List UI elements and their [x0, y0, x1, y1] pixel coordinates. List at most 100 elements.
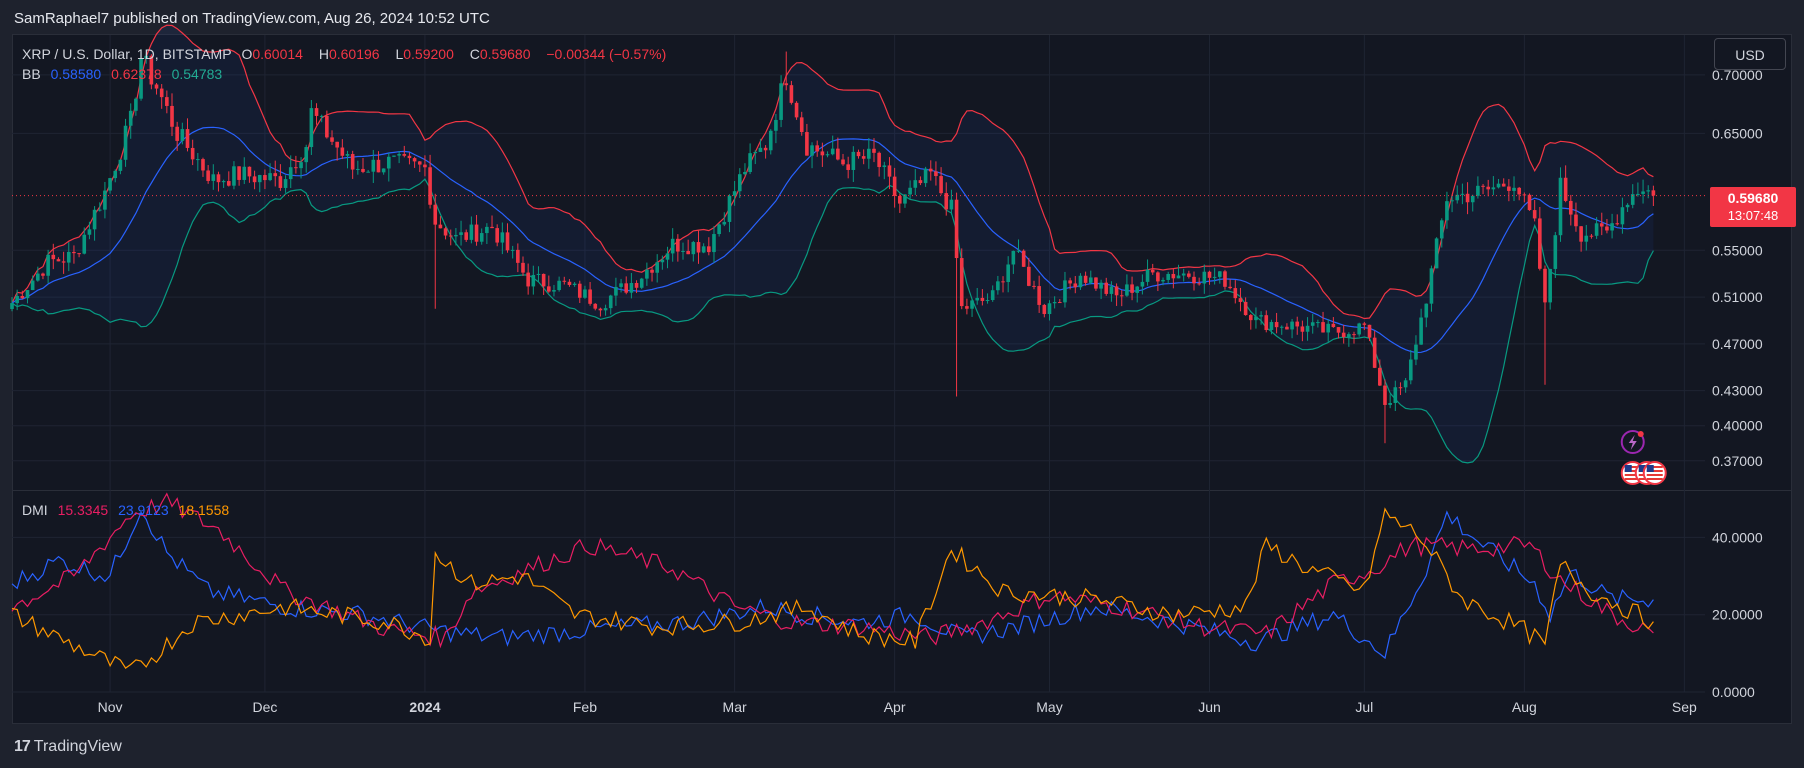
candle-body: [903, 194, 907, 204]
candle-body: [923, 168, 928, 184]
candle-body: [304, 147, 309, 163]
candle-body: [1161, 279, 1165, 282]
dmi-label[interactable]: DMI: [22, 502, 48, 518]
candle-body: [314, 108, 319, 116]
candle-body: [134, 98, 138, 111]
price-axis-tick-label: 0.65000: [1712, 125, 1763, 141]
candle-body: [1347, 334, 1351, 338]
candle-body: [1310, 322, 1315, 326]
candle-body: [412, 158, 417, 162]
pane-divider[interactable]: [12, 490, 1792, 491]
candle-body: [593, 303, 598, 309]
candle-body: [36, 273, 40, 281]
candle-body: [897, 195, 902, 204]
candle-body: [1150, 269, 1155, 273]
candle-body: [908, 187, 912, 195]
candle-body: [763, 147, 768, 151]
candle-body: [72, 251, 76, 254]
flag-stripe: [1646, 470, 1663, 472]
candle-body: [1403, 380, 1408, 388]
dmi-plus-line: [11, 510, 1654, 660]
candle-body: [15, 295, 19, 304]
candle-body: [433, 204, 438, 225]
candle-body: [1507, 186, 1511, 191]
candle-body: [820, 151, 825, 156]
candle-body: [454, 234, 458, 237]
candle-body: [206, 170, 210, 181]
candle-body: [1419, 317, 1423, 345]
candle-body: [1393, 387, 1398, 403]
candle-body: [1414, 344, 1418, 360]
candle-body: [774, 119, 778, 131]
candle-body: [268, 173, 272, 181]
flag-stripe: [1624, 478, 1641, 480]
time-axis-tick-label: Mar: [723, 699, 747, 715]
candle-body: [882, 165, 887, 168]
candle-body: [1522, 194, 1527, 196]
candle-body: [598, 308, 603, 311]
candle-body: [309, 108, 314, 148]
bb-legend[interactable]: BB 0.58580 0.62378 0.54783: [22, 66, 228, 82]
candle-body: [113, 170, 118, 179]
candle-body: [546, 286, 551, 292]
candle-body: [717, 224, 721, 235]
candle-body: [407, 155, 412, 159]
candle-body: [722, 221, 727, 225]
close-label: C: [469, 46, 480, 62]
candle-body: [789, 85, 794, 103]
bb-band-fill: [12, 25, 1654, 463]
candle-body: [1016, 250, 1021, 252]
candle-body: [1073, 283, 1078, 288]
candle-body: [417, 161, 422, 165]
candle-body: [856, 151, 861, 157]
candle-body: [1290, 321, 1294, 330]
candle-body: [681, 250, 685, 252]
candle-body: [443, 228, 448, 236]
candle-body: [247, 166, 252, 177]
currency-button[interactable]: USD: [1714, 38, 1786, 70]
candle-body: [485, 226, 489, 234]
candle-body: [748, 153, 752, 172]
lightning-event-icon[interactable]: [1620, 430, 1645, 454]
candle-body: [794, 102, 799, 118]
bb-label[interactable]: BB: [22, 66, 41, 82]
candle-body: [913, 180, 918, 188]
bb-basis-value: 0.58580: [50, 66, 102, 82]
candle-body: [867, 148, 871, 159]
candle-body: [92, 209, 97, 230]
bb-lower-value: 0.54783: [171, 66, 223, 82]
footer-brand[interactable]: 17 TradingView: [14, 738, 122, 756]
candle-body: [1156, 272, 1160, 282]
candle-body: [211, 174, 216, 181]
candle-body: [474, 224, 479, 242]
dmi-legend[interactable]: DMI 15.3345 23.9123 18.1558: [22, 502, 235, 518]
symbol-title[interactable]: XRP / U.S. Dollar, 1D, BITSTAMP: [22, 46, 232, 62]
candle-body: [1197, 283, 1201, 285]
candle-body: [423, 164, 427, 168]
candle-body: [624, 283, 629, 293]
us-flag-event-icon[interactable]: [1642, 461, 1667, 485]
candle-body: [185, 129, 190, 148]
time-axis-tick-label: Dec: [252, 699, 277, 715]
candle-body: [1264, 315, 1269, 330]
dmi-plus-value: 23.9123: [118, 502, 169, 518]
candle-body: [639, 278, 644, 288]
candle-body: [1063, 280, 1067, 303]
candle-body: [779, 83, 783, 120]
bb-upper-line: [11, 24, 1654, 320]
candle-body: [1130, 284, 1134, 293]
candle-body: [1646, 190, 1651, 192]
candle-body: [1630, 194, 1635, 205]
candle-body: [1207, 271, 1212, 278]
time-axis-tick-label: May: [1036, 699, 1062, 715]
candle-body: [1099, 282, 1103, 289]
candle-body: [619, 283, 623, 287]
flag-canton: [1646, 465, 1654, 472]
candle-body: [660, 259, 665, 263]
candle-body: [696, 242, 701, 253]
price-axis-tick-label: 0.70000: [1712, 67, 1763, 83]
candle-body: [1078, 275, 1083, 288]
candle-body: [629, 282, 634, 293]
candle-body: [701, 246, 706, 253]
